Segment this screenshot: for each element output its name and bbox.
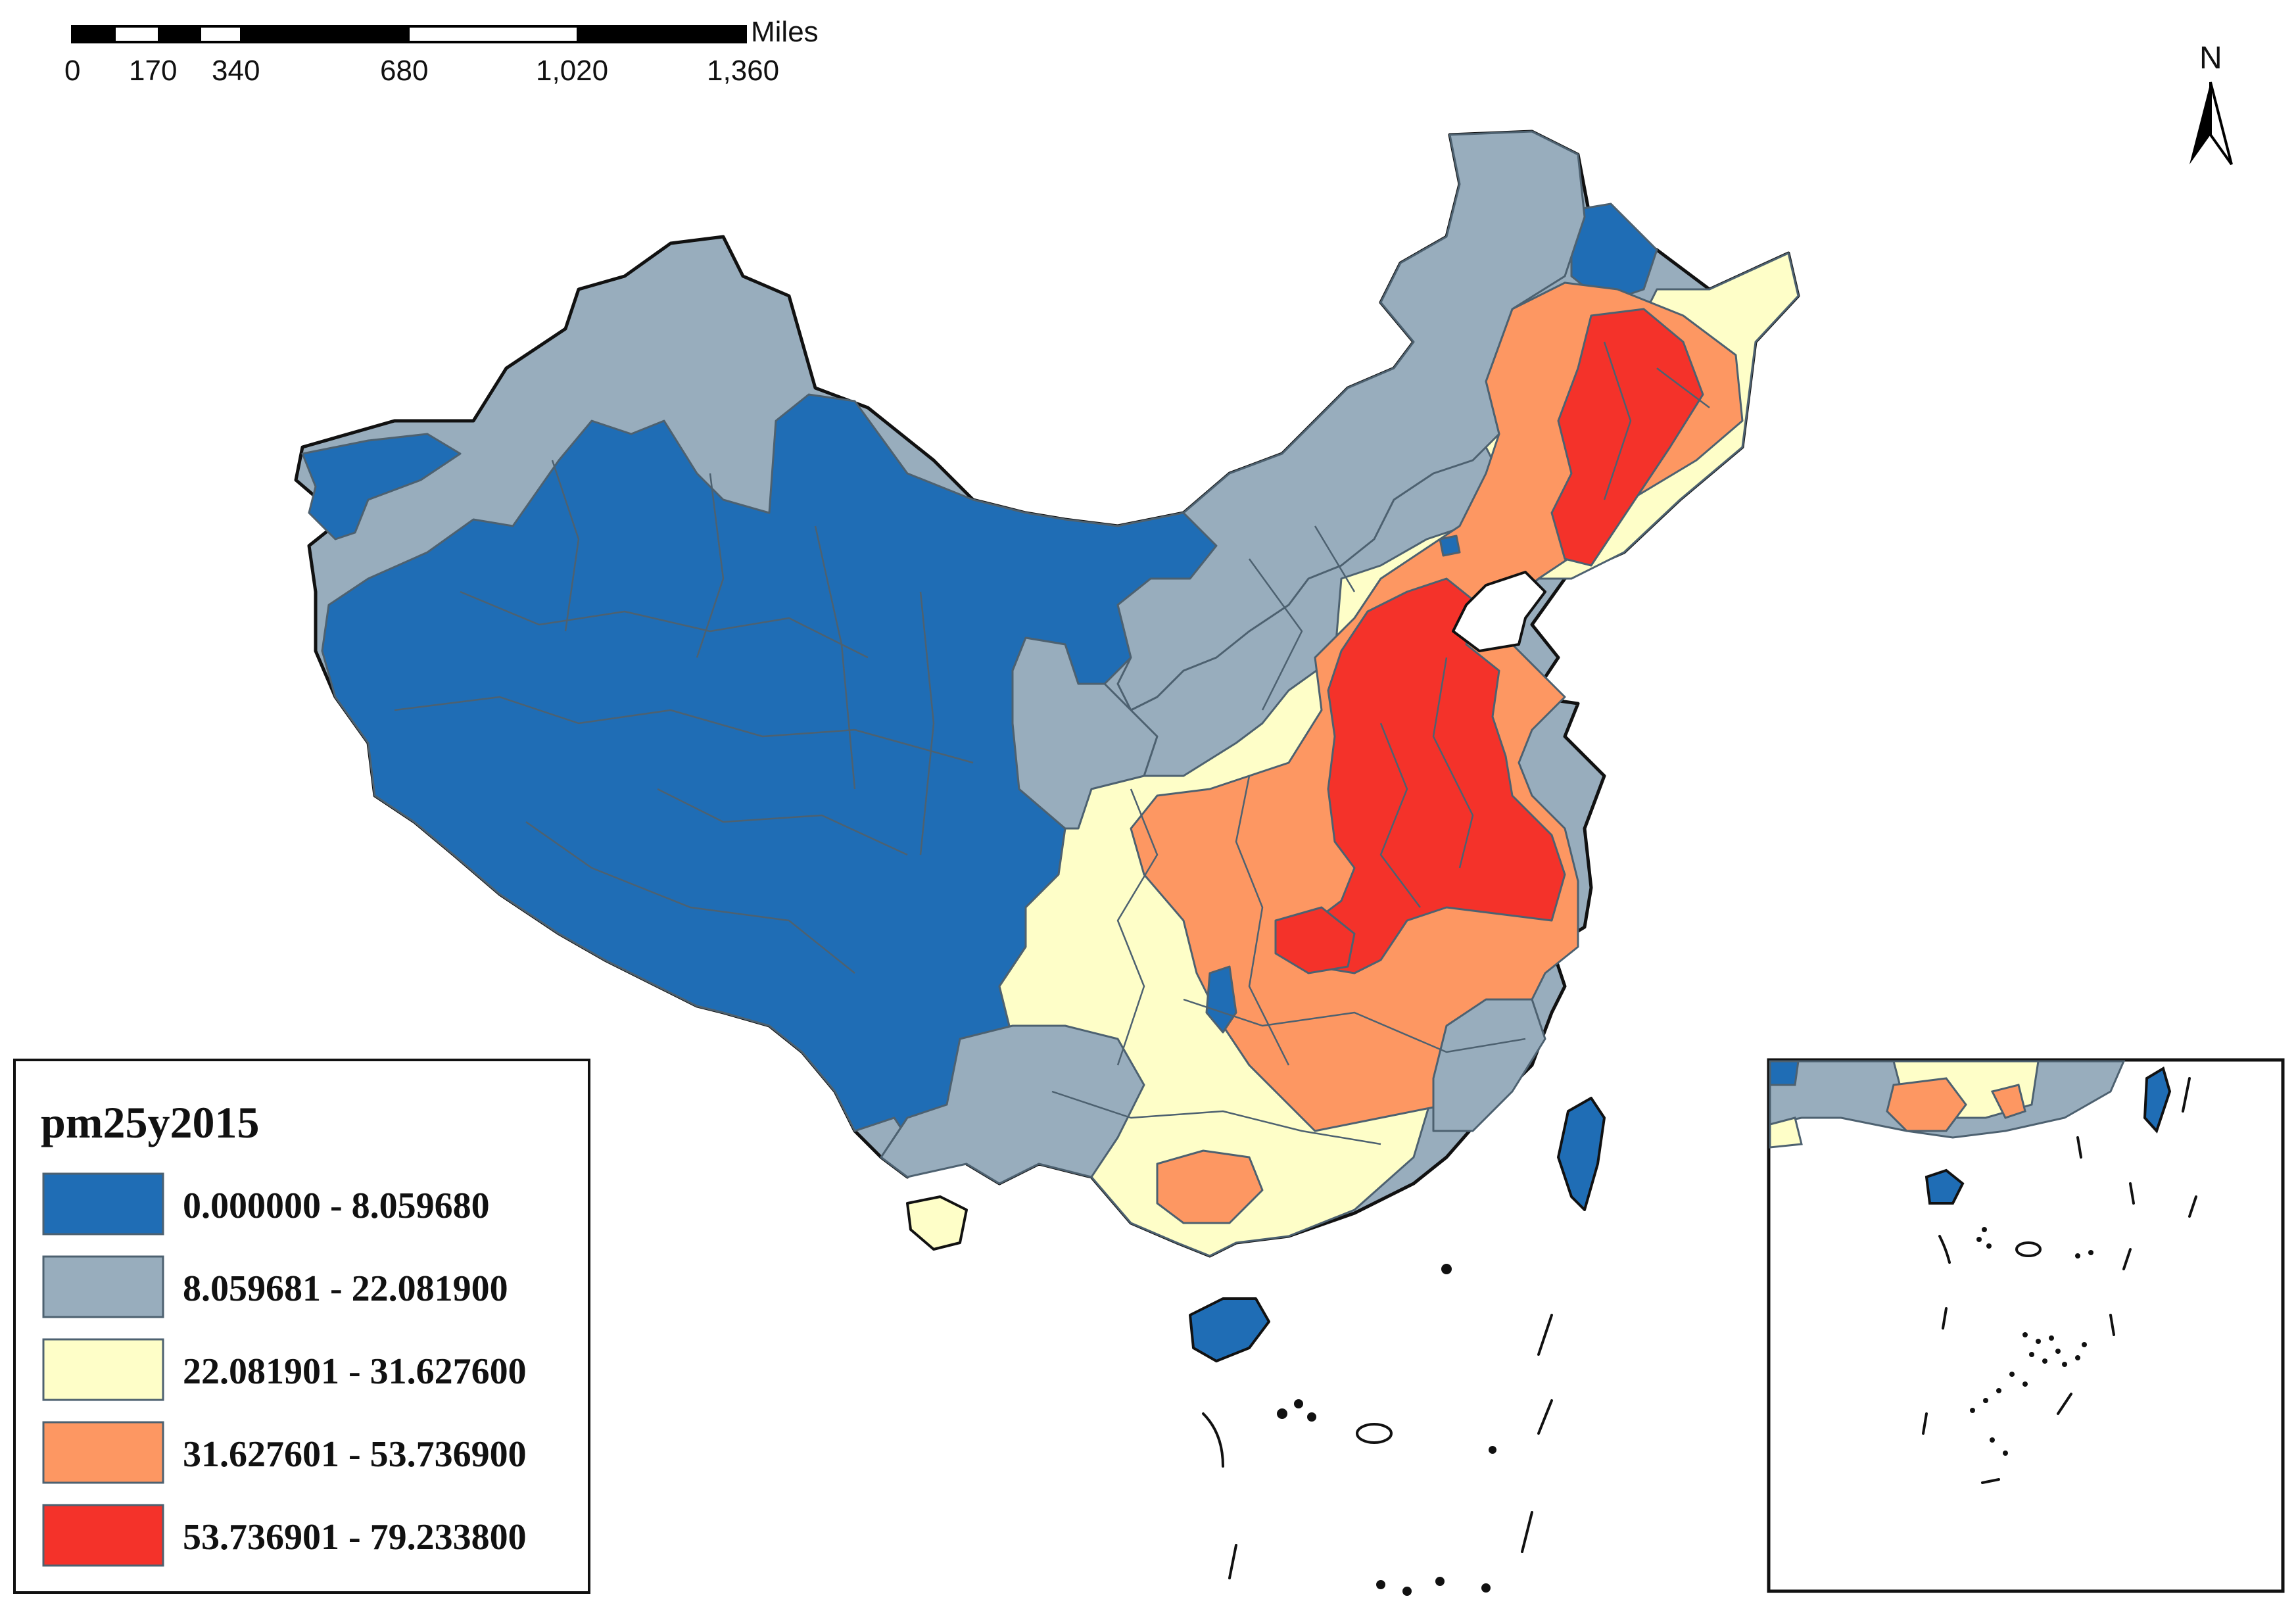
region-class-4 xyxy=(1990,1084,2026,1119)
north-arrow-icon: N xyxy=(2189,41,2233,166)
legend-label: 0.000000 - 8.059680 xyxy=(183,1186,490,1226)
legend-label: 8.059681 - 22.081900 xyxy=(183,1268,508,1309)
region-class-2 xyxy=(880,1024,1145,1185)
region-class-2 xyxy=(1011,636,1159,830)
north-label: N xyxy=(2199,41,2222,76)
region-class-5 xyxy=(1274,906,1356,974)
scale-tick-label: 680 xyxy=(380,55,428,87)
scale-tick-label: 170 xyxy=(129,55,177,87)
scale-tick-label: 1,020 xyxy=(536,55,608,87)
inset-map xyxy=(1767,1058,2285,1593)
legend-swatch xyxy=(42,1172,164,1235)
legend-title: pm25y2015 xyxy=(41,1097,259,1147)
south-sea-islands xyxy=(1202,1264,1553,1596)
scale-tick-label: 0 xyxy=(64,55,80,87)
china-map xyxy=(294,130,1800,1362)
region-class-1 xyxy=(1570,203,1658,304)
region-class-1 xyxy=(1205,965,1237,1034)
region-class-4 xyxy=(1156,1149,1264,1224)
region-class-1 xyxy=(1189,1297,1270,1362)
legend-swatch xyxy=(42,1338,164,1401)
legend-label: 53.736901 - 79.233800 xyxy=(183,1517,527,1558)
region-class-2 xyxy=(1116,130,1586,711)
region-class-1 xyxy=(1925,1168,1965,1205)
region-class-5 xyxy=(1550,308,1704,567)
legend-swatch xyxy=(42,1255,164,1318)
legend: pm25y2015 0.000000 - 8.059680 8.059681 -… xyxy=(13,1059,590,1594)
region-class-1 xyxy=(1557,1097,1606,1211)
scale-tick-label: 340 xyxy=(212,55,260,87)
region-class-1 xyxy=(2143,1066,2172,1134)
legend-swatch xyxy=(42,1504,164,1567)
region-class-3 xyxy=(1769,1116,1803,1149)
bohai-sea xyxy=(1452,571,1546,652)
region-class-1 xyxy=(301,433,462,540)
region-class-3 xyxy=(906,1195,968,1251)
scale-bar: Miles 0 170 340 680 1,020 1,360 xyxy=(64,16,819,87)
region-class-1 xyxy=(1439,535,1461,557)
region-class-4 xyxy=(1886,1077,1967,1132)
region-class-5 xyxy=(1287,577,1566,974)
legend-label: 31.627601 - 53.736900 xyxy=(183,1434,527,1475)
legend-swatch xyxy=(42,1421,164,1484)
scale-tick-label: 1,360 xyxy=(707,55,779,87)
scale-bar-unit: Miles xyxy=(751,16,819,48)
region-class-2 xyxy=(1432,998,1546,1132)
legend-label: 22.081901 - 31.627600 xyxy=(183,1351,527,1392)
internal-boundaries xyxy=(394,341,1710,1145)
region-class-1 xyxy=(1769,1060,1800,1086)
